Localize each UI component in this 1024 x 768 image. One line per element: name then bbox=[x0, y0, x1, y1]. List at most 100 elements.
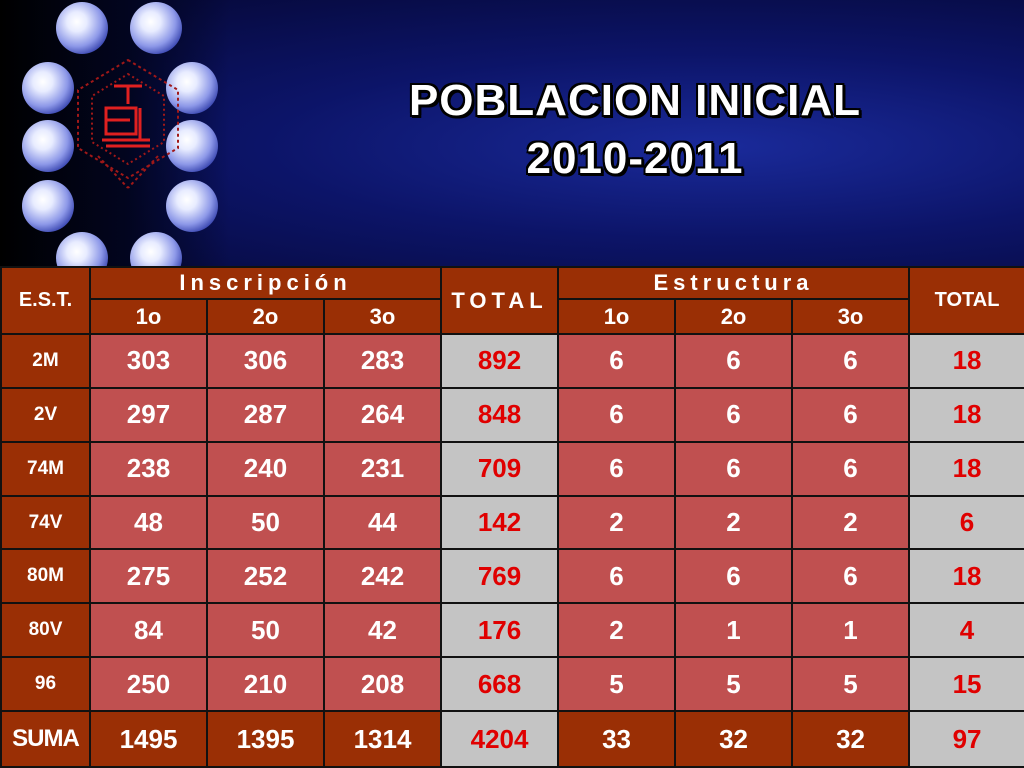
total-cell: 142 bbox=[440, 494, 560, 551]
sum-estructura-2: 32 bbox=[674, 710, 794, 768]
subheader-estructura-3: 3o bbox=[791, 298, 911, 335]
estructura-2-cell: 1 bbox=[674, 602, 794, 659]
estructura-2-cell: 6 bbox=[674, 548, 794, 605]
estructura-2-cell: 6 bbox=[674, 386, 794, 443]
estructura-1-cell: 5 bbox=[557, 656, 677, 713]
sum-total: 4204 bbox=[440, 710, 560, 768]
decorative-orb bbox=[130, 2, 182, 54]
inscripcion-3-cell: 264 bbox=[322, 386, 443, 443]
total-cell: 892 bbox=[440, 333, 560, 389]
row-label: 74V bbox=[0, 494, 91, 551]
header-total: TOTAL bbox=[440, 266, 560, 335]
subheader-inscripcion-1: 1o bbox=[89, 298, 208, 335]
sum-inscripcion-2: 1395 bbox=[206, 710, 325, 768]
inscripcion-1-cell: 275 bbox=[89, 548, 208, 605]
inscripcion-2-cell: 306 bbox=[206, 333, 325, 389]
subheader-inscripcion-3: 3o bbox=[322, 298, 443, 335]
inscripcion-2-cell: 50 bbox=[206, 494, 325, 551]
inscripcion-2-cell: 210 bbox=[206, 656, 325, 713]
decorative-orb bbox=[22, 180, 74, 232]
decorative-orb bbox=[22, 62, 74, 114]
estructura-2-cell: 5 bbox=[674, 656, 794, 713]
slide-title: POBLACION INICIAL 2010-2011 bbox=[330, 72, 940, 188]
estructura-3-cell: 6 bbox=[791, 333, 911, 389]
estructura-3-cell: 2 bbox=[791, 494, 911, 551]
inscripcion-2-cell: 252 bbox=[206, 548, 325, 605]
estructura-1-cell: 6 bbox=[557, 548, 677, 605]
total-cell: 769 bbox=[440, 548, 560, 605]
subheader-estructura-1: 1o bbox=[557, 298, 677, 335]
estructura-2-cell: 2 bbox=[674, 494, 794, 551]
estructura-1-cell: 2 bbox=[557, 602, 677, 659]
total-estructura-cell: 6 bbox=[908, 494, 1024, 551]
row-label: 74M bbox=[0, 440, 91, 497]
total-cell: 668 bbox=[440, 656, 560, 713]
table-row: 80V 84 50 42 176 2 1 1 4 bbox=[0, 602, 1024, 659]
total-estructura-cell: 18 bbox=[908, 333, 1024, 389]
estructura-3-cell: 6 bbox=[791, 440, 911, 497]
row-label: 96 bbox=[0, 656, 91, 713]
estructura-1-cell: 6 bbox=[557, 333, 677, 389]
total-estructura-cell: 18 bbox=[908, 548, 1024, 605]
estructura-1-cell: 6 bbox=[557, 386, 677, 443]
row-label: 2M bbox=[0, 333, 91, 389]
estructura-3-cell: 5 bbox=[791, 656, 911, 713]
total-cell: 709 bbox=[440, 440, 560, 497]
header-estructura: Estructura bbox=[557, 266, 911, 300]
inscripcion-3-cell: 283 bbox=[322, 333, 443, 389]
estructura-3-cell: 6 bbox=[791, 548, 911, 605]
slide-header: POBLACION INICIAL 2010-2011 bbox=[0, 0, 1024, 266]
inscripcion-3-cell: 231 bbox=[322, 440, 443, 497]
header-total-estructura: TOTAL bbox=[908, 266, 1024, 335]
title-line-1: POBLACION INICIAL bbox=[408, 76, 862, 125]
decorative-orb bbox=[166, 120, 218, 172]
total-cell: 176 bbox=[440, 602, 560, 659]
inscripcion-1-cell: 297 bbox=[89, 386, 208, 443]
decorative-orb bbox=[130, 232, 182, 266]
estructura-2-cell: 6 bbox=[674, 333, 794, 389]
sum-estructura-3: 32 bbox=[791, 710, 911, 768]
inscripcion-3-cell: 208 bbox=[322, 656, 443, 713]
table-row: 80M 275 252 242 769 6 6 6 18 bbox=[0, 548, 1024, 605]
table-row: 74V 48 50 44 142 2 2 2 6 bbox=[0, 494, 1024, 551]
table-row: 74M 238 240 231 709 6 6 6 18 bbox=[0, 440, 1024, 497]
total-estructura-cell: 18 bbox=[908, 440, 1024, 497]
sum-label: SUMA bbox=[0, 710, 91, 768]
table-row: 96 250 210 208 668 5 5 5 15 bbox=[0, 656, 1024, 713]
row-label: 80M bbox=[0, 548, 91, 605]
estructura-1-cell: 6 bbox=[557, 440, 677, 497]
sum-row: SUMA 1495 1395 1314 4204 33 32 32 97 bbox=[0, 710, 1024, 768]
decorative-orb bbox=[166, 180, 218, 232]
sum-estructura-1: 33 bbox=[557, 710, 677, 768]
inscripcion-1-cell: 303 bbox=[89, 333, 208, 389]
total-estructura-cell: 18 bbox=[908, 386, 1024, 443]
inscripcion-2-cell: 287 bbox=[206, 386, 325, 443]
estructura-3-cell: 1 bbox=[791, 602, 911, 659]
inscripcion-1-cell: 250 bbox=[89, 656, 208, 713]
inscripcion-3-cell: 42 bbox=[322, 602, 443, 659]
title-line-2: 2010-2011 bbox=[526, 134, 744, 183]
row-label: 2V bbox=[0, 386, 91, 443]
population-table: E.S.T. Inscripción TOTAL Estructura TOTA… bbox=[0, 266, 1024, 768]
estructura-2-cell: 6 bbox=[674, 440, 794, 497]
total-estructura-cell: 15 bbox=[908, 656, 1024, 713]
total-estructura-cell: 4 bbox=[908, 602, 1024, 659]
row-label: 80V bbox=[0, 602, 91, 659]
estructura-3-cell: 6 bbox=[791, 386, 911, 443]
header-inscripcion: Inscripción bbox=[88, 266, 443, 300]
estructura-1-cell: 2 bbox=[557, 494, 677, 551]
sum-inscripcion-1: 1495 bbox=[89, 710, 208, 768]
inscripcion-2-cell: 50 bbox=[206, 602, 325, 659]
inscripcion-1-cell: 238 bbox=[89, 440, 208, 497]
school-emblem-icon bbox=[77, 58, 179, 189]
inscripcion-3-cell: 242 bbox=[322, 548, 443, 605]
decorative-orb bbox=[22, 120, 74, 172]
table-row: 2V 297 287 264 848 6 6 6 18 bbox=[0, 386, 1024, 443]
total-cell: 848 bbox=[440, 386, 560, 443]
inscripcion-3-cell: 44 bbox=[322, 494, 443, 551]
inscripcion-1-cell: 84 bbox=[89, 602, 208, 659]
decorative-orb bbox=[56, 2, 108, 54]
decorative-orb bbox=[56, 232, 108, 266]
inscripcion-1-cell: 48 bbox=[89, 494, 208, 551]
sum-total-estructura: 97 bbox=[908, 710, 1024, 768]
